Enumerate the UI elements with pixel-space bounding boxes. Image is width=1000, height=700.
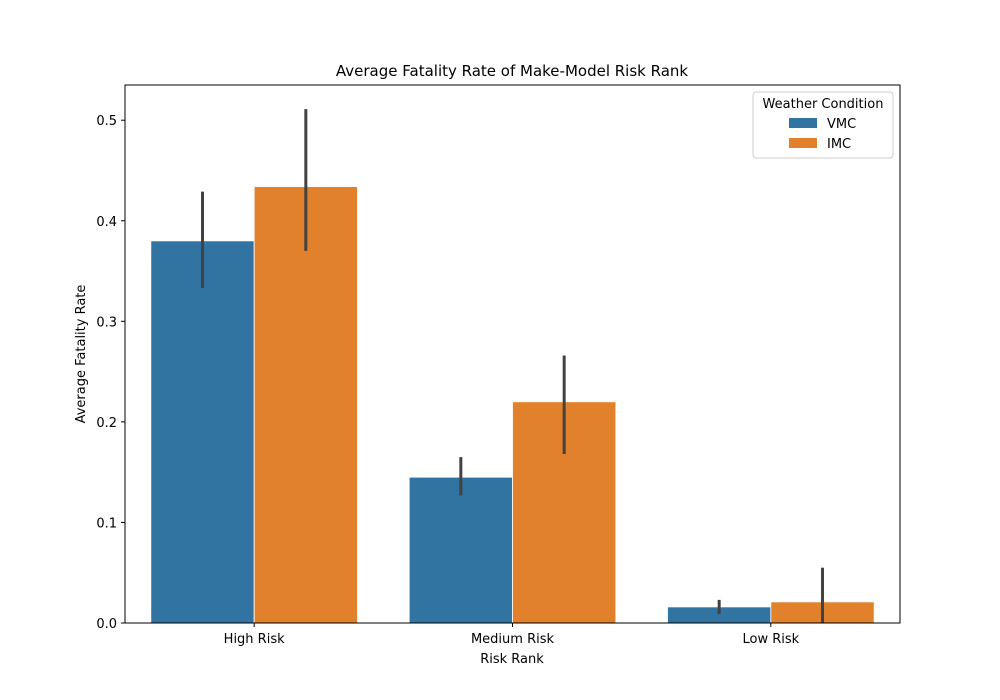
bars-group <box>150 186 875 624</box>
y-tick-label: 0.4 <box>96 215 117 230</box>
y-axis-label: Average Fatality Rate <box>74 285 89 424</box>
legend-label-imc: IMC <box>827 137 851 152</box>
y-tick-label: 0.1 <box>96 516 117 531</box>
y-tick-label: 0.0 <box>96 617 117 632</box>
legend-title: Weather Condition <box>763 97 884 112</box>
legend-swatch-imc <box>789 138 817 148</box>
chart-title: Average Fatality Rate of Make-Model Risk… <box>336 62 689 80</box>
legend: Weather Condition VMC IMC <box>752 91 894 159</box>
y-tick-label: 0.5 <box>96 114 117 129</box>
x-tick-label: Low Risk <box>742 632 799 647</box>
y-axis: 0.0 0.1 0.2 0.3 0.4 0.5 <box>96 114 125 632</box>
x-axis-label: Risk Rank <box>480 652 544 667</box>
legend-box <box>752 91 894 159</box>
bar-vmc-0 <box>150 240 255 624</box>
x-axis: High Risk Medium Risk Low Risk <box>224 623 800 647</box>
y-tick-label: 0.3 <box>96 315 117 330</box>
legend-label-vmc: VMC <box>827 117 856 132</box>
x-tick-label: High Risk <box>224 632 285 647</box>
y-tick-label: 0.2 <box>96 416 117 431</box>
error-bars-group <box>201 109 824 623</box>
bar-imc-0 <box>253 186 358 624</box>
x-tick-label: Medium Risk <box>471 632 555 647</box>
bar-vmc-1 <box>408 476 513 624</box>
legend-swatch-vmc <box>789 118 817 128</box>
